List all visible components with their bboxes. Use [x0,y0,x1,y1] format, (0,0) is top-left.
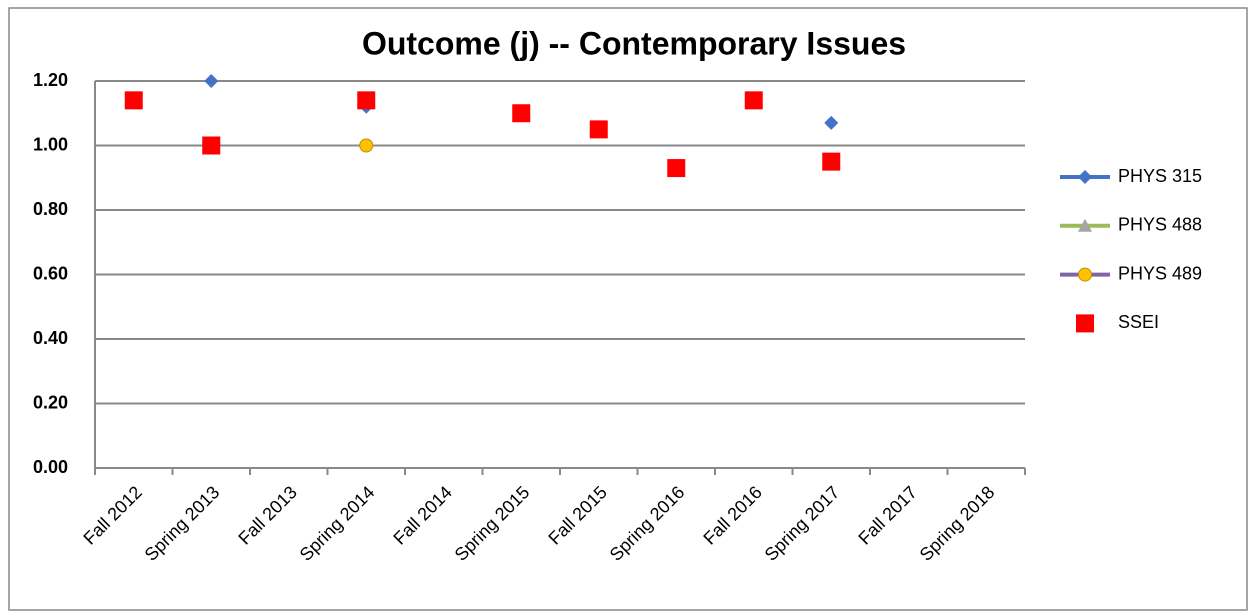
data-point [357,91,376,110]
legend-marker [1078,170,1092,184]
data-point [124,91,143,110]
data-point [824,115,839,130]
y-tick-label: 1.00 [33,134,68,154]
y-tick-label: 1.20 [33,70,68,90]
data-point [589,120,608,139]
legend-label: PHYS 488 [1118,215,1202,235]
y-tick-label: 0.40 [33,328,68,348]
legend-label: PHYS 315 [1118,166,1202,186]
data-point [744,91,763,110]
data-point [822,152,841,171]
legend-marker [1078,218,1092,232]
legend-label: SSEI [1118,312,1159,332]
data-point [667,159,686,178]
y-tick-label: 0.20 [33,392,68,412]
data-point [512,104,531,123]
chart-border [8,7,1248,611]
data-point [202,136,221,155]
data-point [204,74,219,88]
y-tick-label: 0.60 [33,263,68,283]
y-tick-label: 0.80 [33,199,68,219]
data-point [359,138,374,153]
legend-label: PHYS 489 [1118,263,1202,283]
chart-title: Outcome (j) -- Contemporary Issues [362,25,906,61]
y-tick-label: 0.00 [33,457,68,477]
legend-marker [1078,267,1092,282]
legend-marker [1076,314,1094,333]
